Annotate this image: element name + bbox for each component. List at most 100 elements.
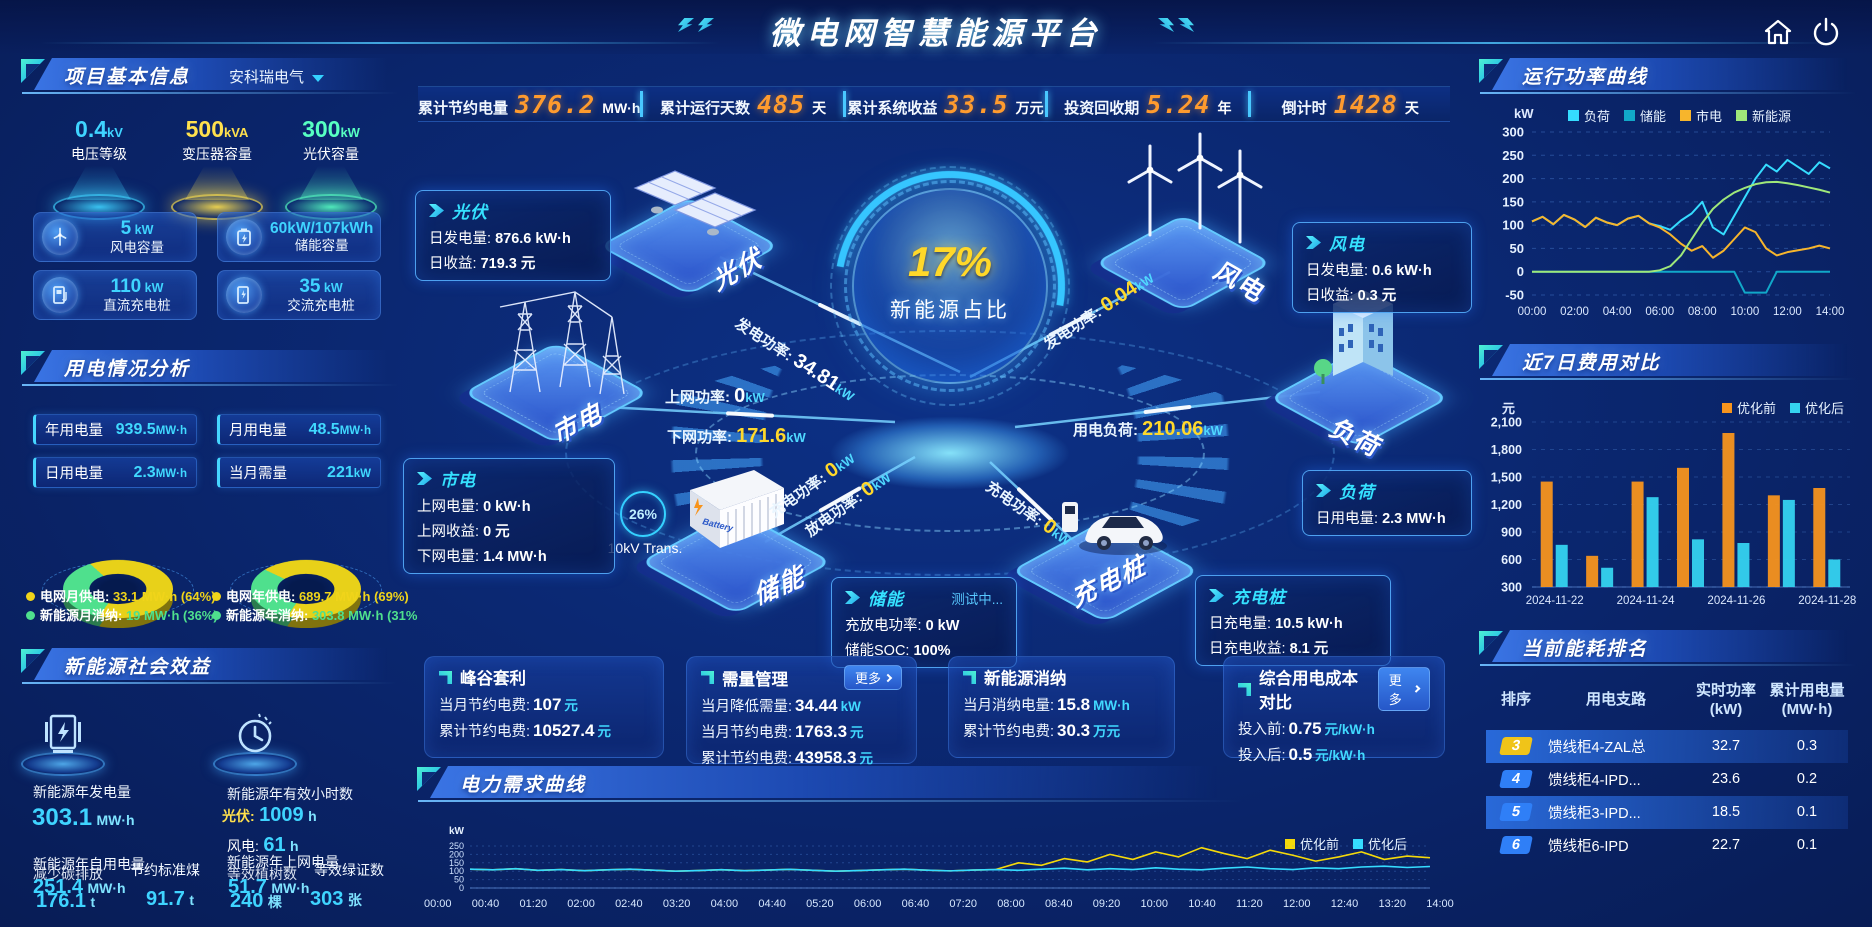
ranking-row-3[interactable]: 3 馈线柜4-ZAL总 32.7 0.3: [1486, 729, 1848, 763]
card-corner-icon: [963, 671, 976, 684]
cost-chart-y-unit: 元: [1502, 401, 1516, 416]
rank-badge: 3: [1499, 737, 1533, 755]
legend-swatch: [1680, 110, 1692, 121]
cert-label: 等效绿证数: [314, 862, 384, 878]
coal-value: 91.7 t: [146, 888, 194, 911]
company-selector[interactable]: 安科瑞电气: [229, 66, 324, 87]
benefit-unit: 元: [564, 698, 578, 713]
chevron-right-icon: [1412, 685, 1421, 693]
svg-text:50: 50: [1510, 241, 1524, 256]
panel-corner-icon: [1479, 345, 1503, 369]
cert-unit: 张: [347, 892, 362, 908]
col-energy: 累计用电量 (MW·h): [1769, 682, 1845, 718]
panel-corner-icon: [21, 59, 45, 83]
info-card-title: 充电桩: [1232, 588, 1286, 607]
legend-优化前: 优化前: [1285, 834, 1339, 853]
podium-unit: kVA: [224, 125, 249, 140]
ranking-header-row: 排序 用电支路 实时功率 (kW) 累计用电量 (MW·h): [1486, 680, 1848, 730]
info-card-header: 光伏: [429, 198, 597, 223]
stat-交流充电桩: 35 kW 交流充电桩: [217, 270, 381, 320]
col-power: 实时功率 (kW): [1695, 682, 1756, 718]
podium-disc: [213, 752, 297, 776]
home-icon[interactable]: [1762, 16, 1794, 48]
benefit-card-新能源消纳: 新能源消纳 当月消纳电量: 15.8 MW·h 累计节约电费: 30.3 万元: [948, 656, 1175, 758]
svg-text:50: 50: [454, 875, 464, 885]
svg-text:300: 300: [1501, 581, 1522, 595]
power-icon[interactable]: [1810, 16, 1842, 48]
more-label: 更多: [1388, 673, 1402, 707]
benefit-unit: 元/kW·h: [1315, 748, 1366, 763]
benefit-card-row: 累计节约电费: 10527.4 元: [439, 721, 611, 740]
info-card-load: 负荷日用电量: 2.3 MW·h: [1302, 470, 1472, 536]
info-card-header: 负荷: [1316, 478, 1458, 503]
sphere-dashed-ring: [844, 180, 1056, 392]
podium-电压等级: 0.4kV 电压等级: [44, 116, 154, 220]
solar-panels-icon: [605, 158, 775, 258]
more-button[interactable]: 更多: [1377, 667, 1430, 711]
benefit-card-需量管理: 需量管理 更多 当月降低需量: 34.44 kW 当月节约电费: 1763.3 元累计节约电费…: [686, 656, 917, 767]
legend-label: 新能源月消纳:: [40, 608, 126, 623]
more-button[interactable]: 更多: [843, 665, 902, 690]
ev-car-icon: [1028, 474, 1178, 579]
ranking-row-5[interactable]: 5 馈线柜3-IPD... 18.5 0.1: [1486, 795, 1848, 829]
cell-power: 18.5: [1711, 804, 1741, 820]
stat-label: 风电容量: [110, 240, 164, 256]
kpi-item-0: 累计节约电量 376.2 MW·h: [418, 90, 640, 119]
cell-energy: 0.3: [1796, 738, 1818, 754]
ranking-row-6[interactable]: 6 馈线柜6-IPD 22.7 0.1: [1486, 829, 1848, 862]
lightning-icon: [1178, 18, 1194, 32]
info-card-storage: 储能 测试中... 充放电功率: 0 kW 储能SOC: 100%: [831, 577, 1017, 668]
tree-unit: 棵: [267, 894, 282, 910]
info-card-grid: 市电 上网电量: 0 kW·h 上网收益: 0 元下网电量: 1.4 MW·h: [403, 458, 615, 574]
stat-风电容量: 5 kW 风电容量: [33, 212, 197, 262]
chevron-right-icon: [417, 472, 432, 485]
ranking-row-4[interactable]: 4 馈线柜4-IPD... 23.6 0.2: [1486, 763, 1848, 796]
lightning-icon: [1158, 18, 1174, 32]
pv-hours: 光伏: 1009 h: [222, 804, 317, 827]
info-card-row: 日用电量: 2.3 MW·h: [1316, 511, 1446, 527]
carbon-value: 176.1 t: [36, 890, 95, 913]
flow-unit: kW: [786, 430, 806, 445]
panel-header-cost-compare: 近7日费用对比: [1472, 342, 1862, 380]
pv-hours-unit: h: [308, 808, 317, 824]
demand-x-tick: 05:20: [806, 898, 834, 910]
stat-unit: kW: [131, 223, 154, 238]
benefit-card-header: 新能源消纳: [963, 665, 1160, 689]
pill-value: 221kW: [327, 463, 371, 481]
cost-compare-chart: 2,100 1,800 1,500 1,200 900 600 300 2024-11-22 2…: [1491, 416, 1857, 608]
cell-branch: 馈线柜6-IPD: [1548, 838, 1629, 855]
kpi-unit: 万元: [1015, 99, 1044, 116]
export-value: 51.7 MW·h: [228, 876, 309, 899]
card-corner-icon: [439, 671, 452, 684]
benefit-card-row: 累计节约电费: 43958.3 元: [701, 748, 873, 767]
pill-label: 月用电量: [229, 423, 287, 439]
legend-dot: [212, 592, 221, 601]
self-use-value: 251.4 MW·h: [33, 876, 126, 899]
legend-优化后: 优化后: [1789, 398, 1844, 417]
podium-disc: [21, 752, 105, 776]
svg-text:2024-11-26: 2024-11-26: [1707, 595, 1765, 607]
chevron-right-icon: [1209, 589, 1224, 602]
flow-label: 下网功率:: [667, 429, 737, 446]
stat-text: 5 kW 风电容量: [86, 218, 188, 255]
panel-demand-curve: 电力需求曲线: [410, 764, 1460, 927]
demand-x-tick: 04:40: [758, 898, 786, 910]
export-unit: MW·h: [271, 880, 310, 896]
self-use-unit: MW·h: [87, 880, 126, 896]
kpi-divider: [842, 91, 846, 117]
cost-chart-legend: 优化前 优化后: [1721, 398, 1844, 417]
panel-title: 用电情况分析: [64, 359, 191, 380]
demand-x-tick: 02:00: [567, 898, 595, 910]
info-card-row: 下网电量: 1.4 MW·h: [417, 549, 547, 565]
kpi-item-3: 投资回收期 5.24 年: [1048, 90, 1247, 119]
rank-badge: 4: [1499, 770, 1533, 788]
wind-turbines-icon: [1105, 130, 1265, 265]
benefit-card-row: 当月节约电费: 1763.3 元: [701, 722, 864, 741]
page-title: 微电网智慧能源平台: [769, 16, 1103, 51]
kpi-label: 投资回收期: [1064, 99, 1140, 117]
kpi-unit: 天: [812, 99, 827, 116]
cell-energy: 0.1: [1796, 804, 1818, 820]
renewable-share-label: 新能源占比: [890, 299, 1010, 322]
flow-value: 0: [734, 385, 746, 407]
pv-hours-value: 1009: [259, 804, 304, 826]
